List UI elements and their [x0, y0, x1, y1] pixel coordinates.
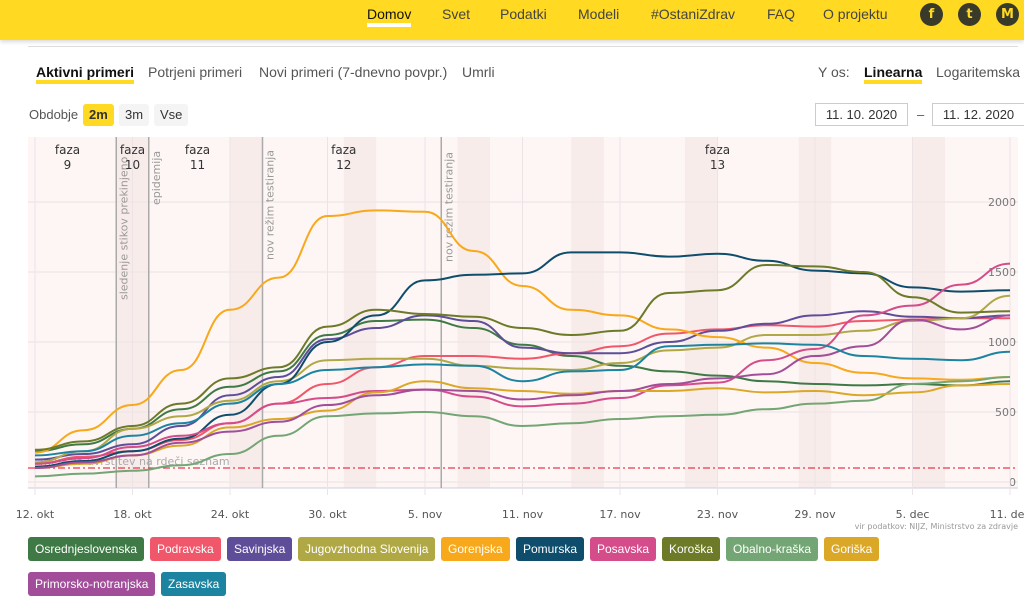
phase-number: 10	[125, 158, 140, 172]
tab-1[interactable]: Potrjeni primeri	[148, 64, 243, 80]
weekend-band	[457, 137, 490, 488]
y-tick-label: 0	[1009, 476, 1016, 489]
legend-item[interactable]: Primorsko-notranjska	[28, 572, 156, 596]
series-line-pomurska[interactable]	[34, 251, 1011, 468]
event-label: nov režim testiranja	[264, 150, 277, 260]
phase-number: 13	[710, 158, 725, 172]
period-2m-button[interactable]: 2m	[83, 104, 114, 126]
x-tick-label: 23. nov	[697, 508, 739, 521]
nav-item[interactable]: Svet	[442, 6, 471, 22]
legend-item[interactable]: Podravska	[150, 537, 221, 561]
phase-label: faza	[705, 143, 730, 157]
series-line-podravska[interactable]	[34, 317, 1010, 465]
series-line-goriška[interactable]	[34, 380, 1011, 469]
legend-item[interactable]: Obalno-kraška	[726, 537, 819, 561]
legend-item[interactable]: Posavska	[590, 537, 657, 561]
nav-item[interactable]: Podatki	[500, 6, 547, 22]
series-line-gorenjska[interactable]	[34, 209, 1011, 454]
legend-item[interactable]: Pomurska	[516, 537, 585, 561]
medium-icon[interactable]: M	[996, 3, 1019, 26]
period-3m-button[interactable]: 3m	[119, 104, 150, 126]
tab-3[interactable]: Umrli	[462, 64, 495, 80]
series-line-primorsko-notranjska[interactable]	[34, 314, 1011, 469]
legend-item[interactable]: Koroška	[662, 537, 721, 561]
phase-label: faza	[185, 143, 210, 157]
phase-label: faza	[331, 143, 356, 157]
data-source: vir podatkov: NIJZ, Ministrstvo za zdrav…	[854, 522, 1018, 531]
legend-item[interactable]: Jugovzhodna Slovenija	[298, 537, 436, 561]
active-cases-chart: 0 500 1000 1500 2000 12. okt 18. okt 24. okt 30.…	[16, 137, 1024, 521]
top-navigation-bar: Domov Svet Podatki Modeli #OstaniZdrav FAQ O p…	[0, 0, 1024, 40]
date-from-input[interactable]: 11. 10. 2020	[815, 103, 908, 126]
y-tick-label: 2000	[988, 196, 1016, 209]
nav-item[interactable]: FAQ	[767, 6, 796, 22]
x-tick-label: 5. nov	[408, 508, 443, 521]
x-tick-label: 24. okt	[211, 508, 250, 521]
phase-number: 9	[64, 158, 72, 172]
nav-item[interactable]: Domov	[367, 6, 412, 27]
phase-number: 11	[190, 158, 205, 172]
series-line-koroška[interactable]	[34, 263, 1011, 451]
series-line-obalno-kraška[interactable]	[34, 376, 1011, 478]
phase-label: faza	[55, 143, 80, 157]
legend-item[interactable]: Zasavska	[161, 572, 227, 596]
legend-item[interactable]: Osrednjeslovenska	[28, 537, 145, 561]
facebook-icon[interactable]: f	[920, 3, 943, 26]
nav-item[interactable]: #OstaniZdrav	[651, 6, 736, 22]
tab-2[interactable]: Novi primeri (7-dnevno povpr.)	[259, 64, 448, 80]
series-line-zasavska[interactable]	[34, 342, 1011, 457]
tab-0[interactable]: Aktivni primeri	[36, 64, 135, 84]
weekend-band	[230, 137, 263, 488]
y-tick-label: 1000	[988, 336, 1016, 349]
y-scale-log[interactable]: Logaritemska	[936, 64, 1021, 80]
weekend-band	[685, 137, 718, 488]
x-tick-label: 12. okt	[16, 508, 55, 521]
x-tick-label: 29. nov	[794, 508, 836, 521]
event-label: epidemija	[150, 151, 163, 205]
nav-item[interactable]: Modeli	[578, 6, 620, 22]
period-all-button[interactable]: Vse	[154, 104, 189, 126]
series-line-jugovzhodna-slovenija[interactable]	[34, 294, 1011, 464]
y-tick-label: 1500	[988, 266, 1016, 279]
x-tick-label: 11. dec	[990, 508, 1024, 521]
weekend-band	[912, 137, 945, 488]
x-tick-label: 18. okt	[113, 508, 152, 521]
y-tick-label: 500	[995, 406, 1016, 419]
y-axis-label: Y os:	[818, 64, 850, 80]
nav-item[interactable]: O projektu	[823, 6, 888, 22]
x-tick-label: 30. okt	[308, 508, 347, 521]
date-separator: –	[917, 107, 925, 122]
date-to-input[interactable]: 11. 12. 2020	[932, 103, 1024, 126]
period-label: Obdobje	[29, 107, 79, 122]
event-label: nov režim testiranja	[442, 152, 455, 262]
legend-item[interactable]: Gorenjska	[441, 537, 510, 561]
y-scale-linear[interactable]: Linearna	[864, 64, 923, 84]
twitter-icon[interactable]: t	[958, 3, 981, 26]
legend-item[interactable]: Goriška	[824, 537, 880, 561]
phase-number: 12	[336, 158, 351, 172]
x-tick-label: 17. nov	[599, 508, 641, 521]
x-tick-label: 11. nov	[502, 508, 544, 521]
x-tick-label: 5. dec	[896, 508, 930, 521]
legend-item[interactable]: Savinjska	[227, 537, 293, 561]
series-line-posavska[interactable]	[34, 262, 1011, 465]
event-label: sledenje stikov prekinjeno	[117, 156, 130, 300]
phase-label: faza	[120, 143, 145, 157]
divider	[28, 46, 1018, 47]
